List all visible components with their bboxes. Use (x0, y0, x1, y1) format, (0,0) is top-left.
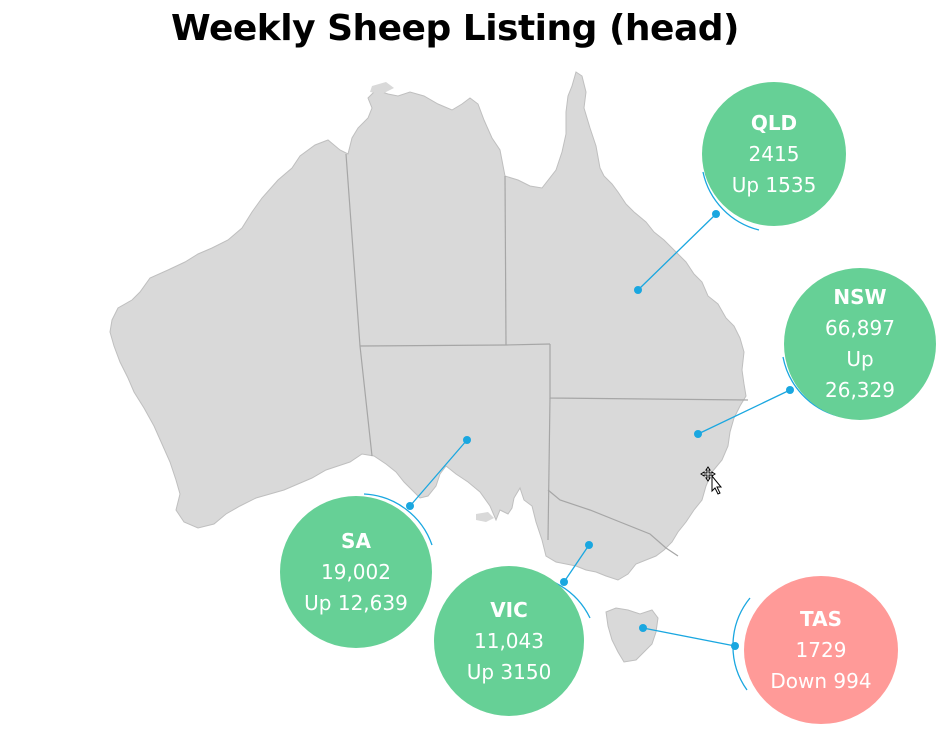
map-title: Weekly Sheep Listing (head) (171, 8, 739, 49)
qld-bubble: QLD 2415 Up 1535 (702, 82, 846, 226)
qld-label: QLD (750, 110, 798, 135)
vic-bubble-dot (560, 578, 568, 586)
nsw-bubble: NSW 66,897 Up 26,329 (784, 268, 936, 420)
nsw-label: NSW (833, 285, 887, 309)
nsw-value: 66,897 (825, 316, 895, 340)
qld-arc (702, 171, 760, 231)
vic-value: 11,043 (474, 628, 544, 653)
vic-anchor-dot (585, 541, 593, 549)
nsw-change: Up 26,329 (825, 347, 895, 402)
sa-change: Up 12,639 (304, 590, 408, 615)
tas-value: 1729 (795, 637, 847, 662)
sa-leader-line (409, 439, 468, 507)
vic-leader-line (563, 544, 590, 583)
sa-value: 19,002 (321, 559, 391, 584)
qld-change: Up 1535 (731, 172, 817, 197)
sa-label: SA (341, 528, 371, 553)
vic-bubble: VIC 11,043 Up 3150 (434, 566, 584, 716)
tas-leader-line (642, 627, 736, 647)
tas-label: TAS (800, 606, 842, 631)
tas-change: Down 994 (770, 668, 872, 693)
qld-anchor-dot (634, 286, 642, 294)
state-borders (345, 153, 749, 557)
tas-bubble: TAS 1729 Down 994 (744, 576, 898, 724)
qld-leader-line (637, 213, 717, 291)
sa-bubble: SA 19,002 Up 12,639 (280, 496, 432, 648)
sa-bubble-dot (406, 502, 414, 510)
qld-value: 2415 (748, 141, 800, 166)
move-cursor-icon (700, 466, 723, 495)
mainland-australia (109, 71, 747, 581)
tasmania (605, 607, 659, 663)
sa-arc (363, 493, 433, 546)
nsw-bubble-dot (786, 386, 794, 394)
tas-anchor-dot (639, 624, 647, 632)
nsw-leader-line (697, 389, 791, 435)
melville-island (370, 82, 394, 94)
kangaroo-island (476, 512, 494, 522)
vic-change: Up 3150 (466, 659, 552, 684)
vic-label: VIC (490, 597, 528, 622)
connector-dots (406, 210, 794, 650)
qld-bubble-dot (712, 210, 720, 218)
sa-anchor-dot (463, 436, 471, 444)
tas-bubble-dot (731, 642, 739, 650)
nsw-anchor-dot (694, 430, 702, 438)
